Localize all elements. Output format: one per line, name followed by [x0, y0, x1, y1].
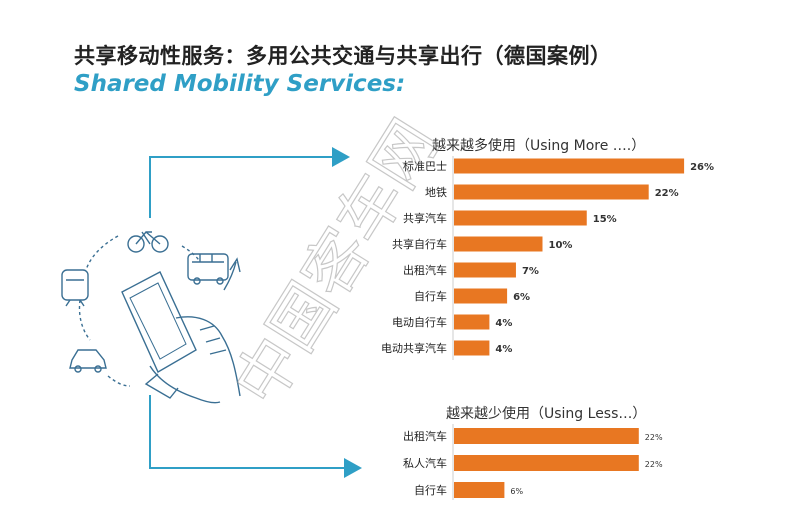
value-label: 6% — [513, 292, 530, 303]
bar — [454, 288, 508, 304]
value-label: 26% — [690, 162, 714, 173]
category-label: 私人汽车 — [403, 456, 447, 470]
value-label: 6% — [510, 487, 523, 496]
bus-icon — [187, 253, 229, 285]
value-label: 22% — [655, 188, 679, 199]
bar-chart-using-more: 标准巴士 26% 地铁 22% 共享汽车 15% 共享自行车 10% 出租汽车 7% 自行车 6% 电动… — [381, 158, 714, 356]
bar — [454, 236, 543, 252]
bar — [454, 455, 639, 471]
page-title-english: Shared Mobility Services: — [74, 71, 406, 97]
bar — [454, 262, 516, 278]
value-label: 10% — [549, 240, 573, 251]
value-label: 15% — [593, 214, 617, 225]
value-label: 4% — [495, 344, 512, 355]
connector-arrows — [149, 147, 362, 478]
bar — [454, 158, 685, 174]
bar — [454, 210, 587, 226]
value-label: 7% — [522, 266, 539, 277]
category-label: 共享自行车 — [392, 237, 447, 251]
category-label: 自行车 — [414, 289, 447, 303]
category-label: 地铁 — [425, 186, 447, 199]
value-label: 22% — [645, 460, 663, 469]
bar — [454, 314, 490, 330]
bar — [454, 482, 505, 498]
value-label: 4% — [495, 318, 512, 329]
category-label: 自行车 — [414, 483, 447, 497]
category-label: 出租汽车 — [403, 263, 447, 277]
smartphone-hand-icon — [121, 271, 241, 404]
bar-chart-using-less: 出租汽车 22% 私人汽车 22% 自行车 6% — [403, 428, 663, 498]
train-icon — [61, 269, 89, 307]
category-label: 电动自行车 — [392, 315, 447, 329]
page-title-chinese: 共享移动性服务：多用公共交通与共享出行（德国案例） — [74, 44, 612, 68]
chart-title-using-less: 越来越少使用（Using Less…） — [446, 405, 646, 422]
category-label: 电动共享汽车 — [381, 341, 447, 355]
cycle-arrow-icon — [78, 235, 241, 387]
value-label: 22% — [645, 433, 663, 442]
category-label: 共享汽车 — [403, 211, 447, 225]
bicycle-icon — [127, 231, 169, 253]
car-icon — [69, 349, 107, 373]
chart-title-using-more: 越来越多使用（Using More ….） — [432, 137, 645, 154]
category-label: 出租汽车 — [403, 429, 447, 443]
bar — [454, 184, 649, 200]
bar — [454, 340, 490, 356]
category-label: 标准巴士 — [403, 159, 447, 173]
bar — [454, 428, 639, 444]
mobility-illustration — [61, 231, 241, 404]
